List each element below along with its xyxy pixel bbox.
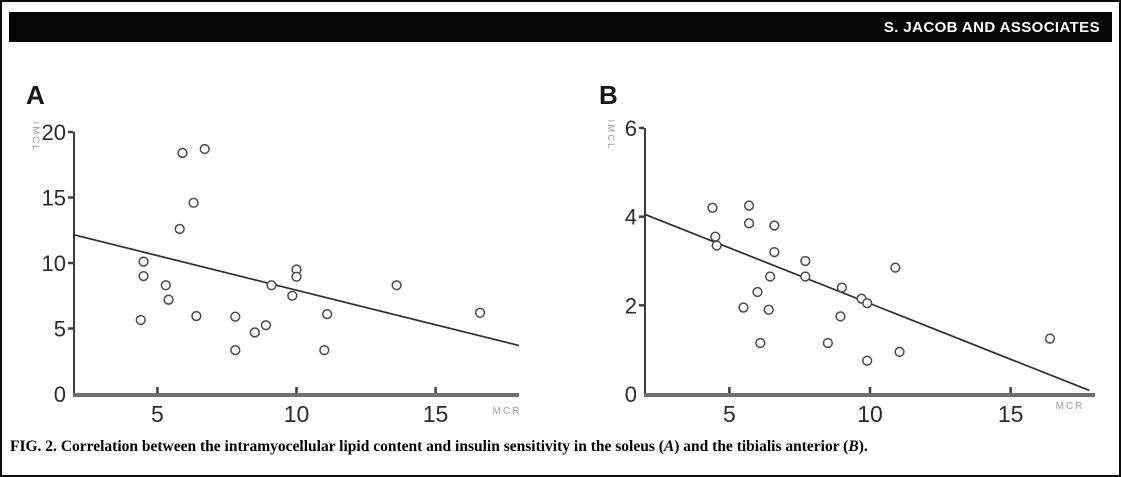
data-point bbox=[138, 270, 149, 282]
y-tick-label: 6 bbox=[625, 116, 637, 141]
data-point bbox=[291, 271, 302, 282]
x-axis-label: MCR bbox=[493, 406, 522, 417]
data-point bbox=[230, 311, 241, 322]
data-point bbox=[287, 290, 298, 301]
data-point bbox=[1044, 333, 1056, 344]
data-point bbox=[862, 355, 873, 366]
figure-caption: FIG. 2. Correlation between the intramyo… bbox=[10, 438, 1113, 456]
data-point bbox=[319, 344, 330, 356]
data-point bbox=[822, 337, 833, 349]
caption-panel-a-ref: A bbox=[663, 438, 675, 455]
y-tick-label: 0 bbox=[54, 382, 66, 407]
y-tick-label: 5 bbox=[54, 317, 66, 342]
data-point bbox=[160, 280, 171, 291]
data-point bbox=[177, 147, 188, 159]
data-point bbox=[163, 294, 174, 305]
x-axis-label: MCR bbox=[1056, 401, 1085, 412]
x-tick-label: 5 bbox=[151, 401, 164, 427]
data-point bbox=[763, 304, 774, 315]
x-tick-label: 10 bbox=[857, 401, 883, 427]
y-tick-label: 20 bbox=[42, 120, 66, 145]
data-point bbox=[800, 271, 811, 282]
data-point bbox=[836, 282, 848, 293]
caption-text-2: ) and the tibialis anterior ( bbox=[674, 438, 849, 455]
y-tick-label: 4 bbox=[625, 205, 637, 230]
data-point bbox=[474, 307, 486, 318]
data-point bbox=[230, 344, 241, 356]
data-point bbox=[752, 286, 763, 298]
data-point bbox=[800, 255, 811, 267]
x-tick-label: 5 bbox=[723, 401, 736, 427]
data-point bbox=[765, 271, 776, 282]
caption-prefix: FIG. 2. bbox=[10, 438, 57, 455]
data-point bbox=[174, 223, 185, 235]
panel-label-a: A bbox=[26, 80, 45, 110]
data-point bbox=[743, 200, 755, 211]
running-head-bar: S. JACOB AND ASSOCIATES bbox=[9, 12, 1112, 42]
scatter-plot-tibialis: 0 2 4 6 5 10 15 IMCL MCR bbox=[605, 116, 1095, 427]
caption-text-3: ). bbox=[858, 438, 868, 455]
data-point bbox=[743, 218, 755, 229]
data-point bbox=[266, 280, 277, 291]
data-point bbox=[191, 310, 202, 322]
data-point bbox=[135, 314, 146, 326]
data-point bbox=[769, 220, 780, 231]
running-head-text: S. JACOB AND ASSOCIATES bbox=[883, 18, 1100, 36]
data-point bbox=[890, 262, 901, 273]
data-point bbox=[321, 308, 333, 320]
data-point bbox=[769, 246, 780, 258]
y-tick-label: 10 bbox=[42, 251, 66, 276]
data-point bbox=[738, 302, 749, 313]
y-tick-label: 0 bbox=[625, 382, 637, 407]
regression-line bbox=[73, 234, 520, 347]
y-axis-label: IMCL bbox=[30, 122, 41, 153]
data-point bbox=[138, 256, 149, 267]
x-tick-label: 15 bbox=[998, 401, 1024, 427]
data-point bbox=[862, 297, 873, 309]
data-point bbox=[188, 197, 199, 208]
data-point bbox=[199, 143, 210, 155]
data-point bbox=[835, 311, 846, 322]
scatter-plot-soleus: 0 5 10 15 20 5 10 15 IMCL MCR bbox=[30, 120, 522, 427]
y-axis-label: IMCL bbox=[605, 120, 616, 151]
data-point bbox=[710, 231, 721, 242]
data-point bbox=[707, 202, 718, 213]
data-point bbox=[711, 240, 722, 251]
data-point bbox=[894, 346, 905, 358]
x-tick-label: 15 bbox=[423, 401, 449, 427]
y-tick-label: 2 bbox=[625, 293, 637, 318]
data-point bbox=[391, 280, 402, 291]
data-point bbox=[260, 320, 272, 331]
data-point bbox=[755, 337, 766, 349]
caption-text-1: Correlation between the intramyocellular… bbox=[56, 438, 664, 455]
x-tick-label: 10 bbox=[284, 401, 310, 427]
data-point bbox=[249, 327, 260, 338]
panel-label-b: B bbox=[599, 80, 618, 110]
caption-panel-b-ref: B bbox=[848, 438, 859, 455]
y-tick-label: 15 bbox=[42, 186, 66, 211]
